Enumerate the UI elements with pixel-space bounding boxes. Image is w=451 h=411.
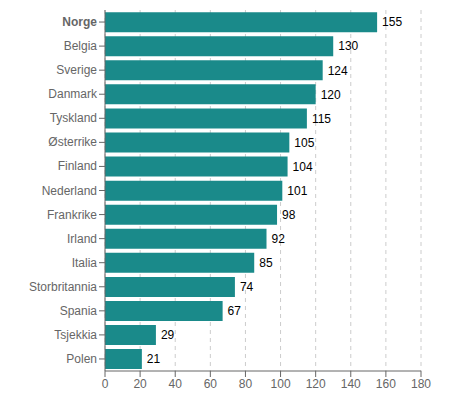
svg-text:180: 180 — [411, 377, 431, 391]
svg-text:Spania: Spania — [60, 304, 98, 318]
svg-text:Tsjekkia: Tsjekkia — [54, 328, 97, 342]
svg-text:60: 60 — [204, 377, 218, 391]
svg-text:98: 98 — [282, 208, 296, 222]
svg-text:120: 120 — [321, 88, 341, 102]
svg-text:74: 74 — [240, 280, 254, 294]
svg-text:67: 67 — [228, 304, 242, 318]
svg-text:Nederland: Nederland — [42, 184, 97, 198]
svg-text:160: 160 — [376, 377, 396, 391]
svg-text:0: 0 — [102, 377, 109, 391]
svg-text:21: 21 — [147, 352, 161, 366]
svg-text:100: 100 — [271, 377, 291, 391]
svg-text:80: 80 — [239, 377, 253, 391]
svg-text:120: 120 — [306, 377, 326, 391]
svg-text:Polen: Polen — [66, 352, 97, 366]
svg-text:105: 105 — [294, 136, 314, 150]
svg-text:115: 115 — [312, 112, 331, 126]
svg-text:Sverige: Sverige — [56, 63, 97, 77]
svg-text:104: 104 — [293, 160, 313, 174]
svg-text:130: 130 — [338, 39, 358, 53]
svg-text:Frankrike: Frankrike — [47, 208, 97, 222]
svg-text:Østerrike: Østerrike — [48, 135, 97, 149]
svg-text:20: 20 — [133, 377, 147, 391]
svg-text:140: 140 — [341, 377, 361, 391]
svg-text:Storbritannia: Storbritannia — [29, 280, 97, 294]
svg-text:85: 85 — [259, 256, 273, 270]
svg-text:101: 101 — [287, 184, 307, 198]
svg-text:29: 29 — [161, 328, 175, 342]
svg-text:40: 40 — [169, 377, 183, 391]
svg-text:Danmark: Danmark — [48, 87, 98, 101]
svg-text:Tyskland: Tyskland — [50, 111, 97, 125]
svg-text:Belgia: Belgia — [64, 39, 98, 53]
svg-text:155: 155 — [382, 15, 402, 29]
svg-text:Italia: Italia — [72, 256, 98, 270]
svg-text:Norge: Norge — [62, 15, 97, 29]
svg-text:124: 124 — [328, 64, 348, 78]
svg-text:Irland: Irland — [67, 232, 97, 246]
svg-text:92: 92 — [272, 232, 286, 246]
svg-text:Finland: Finland — [58, 159, 97, 173]
